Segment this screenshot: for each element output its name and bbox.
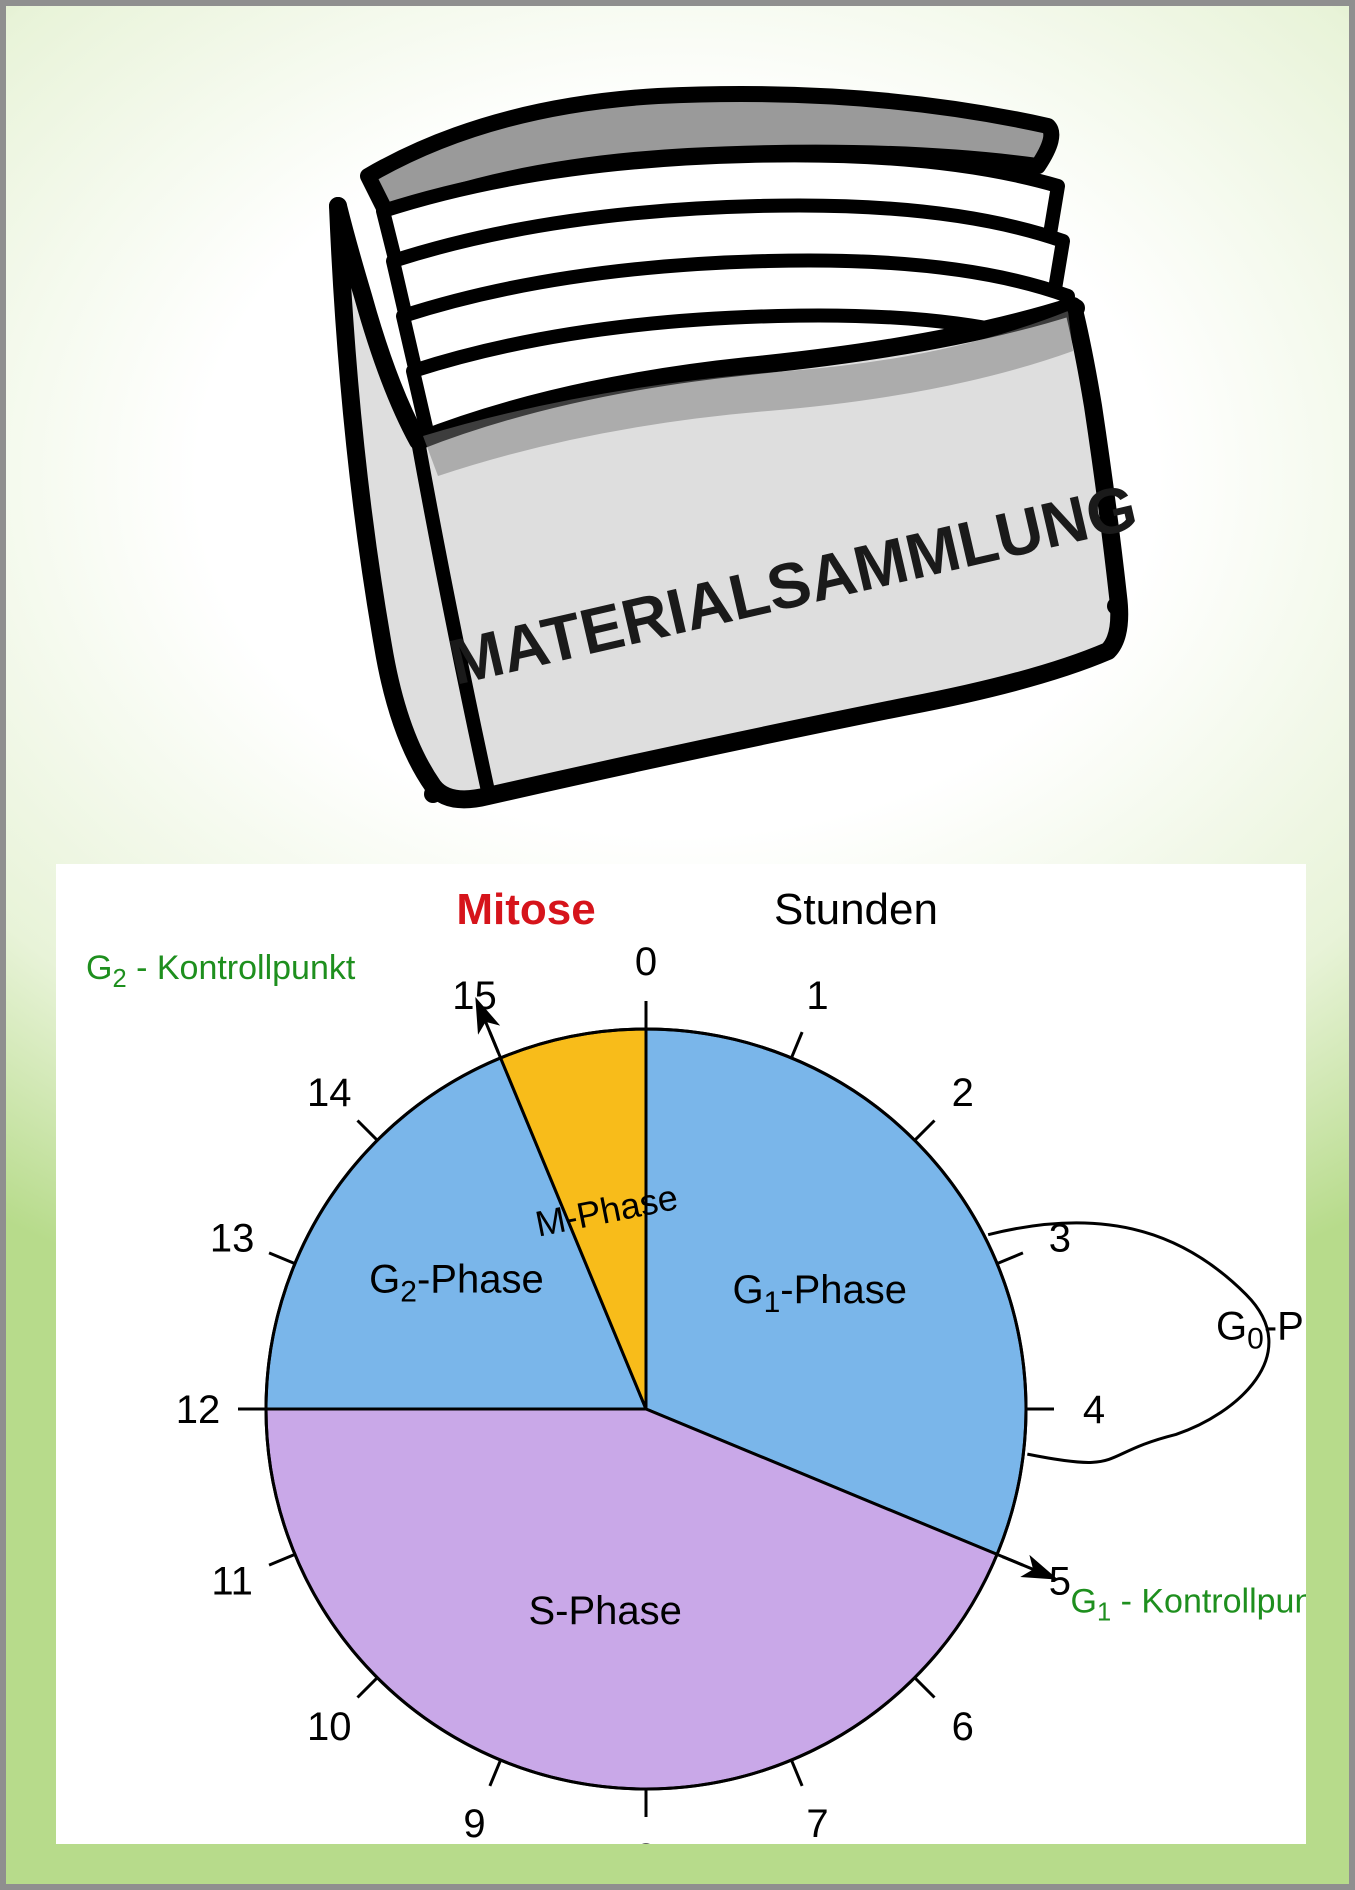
tick [358,1678,378,1698]
svg-text:G2-Phase: G2-Phase [369,1257,544,1308]
tick [490,1760,501,1786]
tick [791,1760,802,1786]
tick-label: 12 [176,1388,221,1432]
tick-label: 2 [952,1071,974,1115]
svg-text:G1-Phase: G1-Phase [732,1268,907,1319]
folder-illustration: MATERIALSAMMLUNG [188,46,1168,866]
cell-cycle-chart: 0123456789101112131415G1-PhaseS-PhaseG2-… [56,864,1306,1844]
tick [269,1554,295,1565]
tick-label: 10 [307,1705,352,1749]
folder-svg: MATERIALSAMMLUNG [188,46,1168,866]
tick-label: 5 [1049,1559,1071,1603]
g2-checkpoint-label: G2 - Kontrollpunkt [86,949,356,993]
tick-label: 4 [1083,1388,1105,1432]
slice-label: S-Phase [529,1589,682,1633]
tick-label: 1 [806,974,828,1018]
tick-label: 13 [210,1217,255,1261]
tick [358,1121,378,1141]
svg-text:S-Phase: S-Phase [529,1589,682,1633]
tick [997,1253,1023,1264]
tick [915,1121,935,1141]
pie-svg: 0123456789101112131415G1-PhaseS-PhaseG2-… [56,864,1306,1844]
slice-label: G1-Phase [732,1268,907,1319]
title-mitose: Mitose [456,885,595,934]
tick-label: 0 [635,940,657,984]
tick [915,1678,935,1698]
g1-checkpoint-arrow [1003,1557,1053,1578]
slice-label: G2-Phase [369,1257,544,1308]
tick-label: 9 [463,1802,485,1844]
tick-label: 6 [952,1705,974,1749]
tick-label: 8 [635,1836,657,1844]
tick-label: 14 [307,1071,352,1115]
tick-label: 11 [211,1559,253,1603]
tick [269,1253,295,1264]
tick-label: 7 [806,1802,828,1844]
tick [791,1032,802,1058]
title-stunden: Stunden [774,885,938,934]
page-frame: MATERIALSAMMLUNG 0123456789101112131415G… [0,0,1355,1890]
tick-label: 15 [452,974,497,1018]
g1-checkpoint-label: G1 - Kontrollpunkt [1071,1582,1306,1626]
